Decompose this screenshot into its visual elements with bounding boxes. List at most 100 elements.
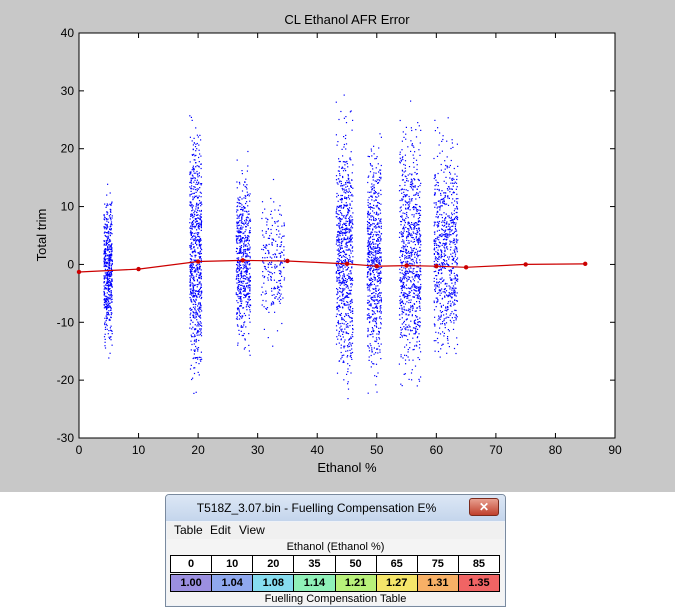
scatter-point [107, 204, 109, 206]
scatter-point [239, 290, 241, 292]
scatter-point [404, 258, 406, 260]
scatter-point [340, 220, 342, 222]
scatter-point [439, 209, 441, 211]
scatter-point [109, 279, 111, 282]
table-cell[interactable]: 1.14 [293, 574, 336, 592]
scatter-point [193, 192, 195, 194]
scatter-point [435, 238, 437, 240]
scatter-point [406, 202, 409, 204]
scatter-point [404, 274, 406, 276]
scatter-point [438, 317, 440, 319]
scatter-point [110, 258, 112, 260]
scatter-point [106, 328, 108, 330]
scatter-point [270, 210, 272, 212]
scatter-point [193, 372, 196, 375]
scatter-point [242, 334, 244, 337]
scatter-point [189, 281, 191, 283]
scatter-point [371, 256, 373, 258]
scatter-point [191, 289, 193, 292]
scatter-point [195, 204, 197, 206]
scatter-point [453, 210, 455, 212]
scatter-point [244, 296, 247, 298]
scatter-point [236, 324, 239, 326]
scatter-point [338, 282, 340, 284]
scatter-point [239, 214, 241, 216]
scatter-point [380, 277, 382, 279]
scatter-point [380, 343, 382, 345]
scatter-point [419, 325, 421, 327]
scatter-point [370, 148, 372, 150]
scatter-point [281, 275, 283, 277]
scatter-point [368, 238, 370, 240]
window-title-bar[interactable]: T518Z_3.07.bin - Fuelling Compensation E… [166, 495, 505, 521]
scatter-point [194, 271, 196, 273]
table-cell[interactable]: 1.21 [334, 574, 377, 592]
scatter-point [347, 211, 349, 213]
scatter-point [412, 154, 414, 156]
scatter-point [340, 358, 342, 360]
scatter-point [198, 281, 200, 283]
scatter-point [104, 256, 106, 258]
scatter-point [111, 251, 113, 253]
scatter-point [190, 179, 192, 181]
scatter-point [262, 244, 265, 246]
close-button[interactable]: ✕ [469, 498, 499, 516]
scatter-point [200, 202, 202, 204]
menu-view[interactable]: View [239, 523, 265, 537]
scatter-point [191, 207, 193, 209]
scatter-point [400, 356, 402, 358]
scatter-point [198, 290, 200, 292]
scatter-point [192, 264, 194, 266]
scatter-point [419, 246, 421, 248]
scatter-point [400, 262, 402, 264]
scatter-point [199, 153, 201, 155]
scatter-point [417, 276, 419, 278]
scatter-point [350, 283, 352, 285]
scatter-point [437, 300, 439, 302]
scatter-point [338, 277, 340, 279]
scatter-point [245, 295, 247, 297]
scatter-point [338, 237, 340, 239]
scatter-point [372, 241, 374, 243]
scatter-point [240, 249, 242, 251]
scatter-point [408, 198, 411, 200]
scatter-point [200, 297, 202, 300]
scatter-point [367, 176, 369, 178]
table-cell[interactable]: 1.00 [170, 574, 213, 592]
scatter-point [239, 261, 241, 263]
scatter-point [368, 359, 370, 361]
menu-edit[interactable]: Edit [210, 523, 231, 537]
menu-table[interactable]: Table [174, 523, 203, 537]
scatter-point [191, 266, 193, 268]
scatter-point [241, 239, 243, 241]
table-header-row: 0 10 20 35 50 65 75 85 [170, 555, 500, 573]
scatter-point [377, 272, 379, 274]
table-cell[interactable]: 1.35 [457, 574, 500, 592]
table-cell[interactable]: 1.04 [211, 574, 254, 592]
table-cell[interactable]: 1.08 [252, 574, 295, 592]
scatter-point [351, 342, 354, 344]
scatter-point [107, 267, 109, 269]
scatter-point [407, 356, 409, 358]
table-cell[interactable]: 1.31 [416, 574, 459, 592]
scatter-point [196, 331, 199, 333]
scatter-point [237, 197, 239, 199]
scatter-point [439, 316, 441, 318]
scatter-point [410, 235, 412, 237]
table-cell[interactable]: 1.27 [375, 574, 418, 592]
scatter-point [107, 235, 109, 237]
scatter-point [433, 301, 435, 304]
scatter-point [441, 288, 443, 290]
scatter-point [196, 211, 198, 214]
scatter-point [109, 294, 111, 296]
scatter-point [369, 290, 371, 292]
scatter-point [193, 266, 195, 269]
scatter-point [265, 244, 268, 246]
scatter-point [111, 344, 113, 346]
scatter-point [351, 282, 353, 285]
scatter-point [200, 324, 202, 326]
scatter-point [378, 332, 380, 334]
scatter-point [402, 204, 404, 206]
scatter-point [349, 270, 351, 272]
scatter-point [246, 254, 248, 256]
